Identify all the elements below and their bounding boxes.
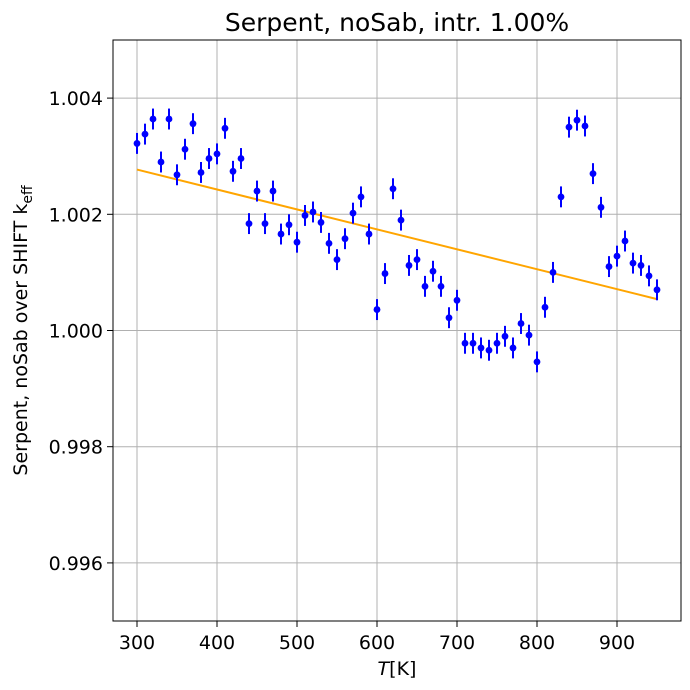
data-point [517,320,525,327]
y-axis-label-main: Serpent, noSab over SHIFT k [10,204,32,476]
data-point [373,306,381,313]
data-point [557,193,565,201]
data-point [325,239,333,247]
chart-title: Serpent, noSab, intr. 1.00% [225,8,569,37]
data-point [461,339,469,347]
data-point [445,314,453,322]
data-point [189,120,197,128]
data-point [589,170,597,178]
data-point [229,167,237,175]
fit-layer [136,168,658,301]
point-layer [133,108,661,373]
data-point [181,145,189,153]
data-point [533,358,541,366]
data-point [381,270,389,277]
data-point [621,237,629,245]
fit-line [136,168,658,301]
grid-layer [113,40,681,621]
data-point [405,262,413,269]
data-point [509,344,517,352]
x-tick-label: 800 [519,632,555,654]
data-point [173,171,181,179]
data-point [477,344,485,352]
data-point [653,286,661,294]
data-point [245,220,253,227]
data-point [133,140,141,147]
data-point [573,116,581,124]
data-point [253,187,261,195]
data-point [485,346,493,354]
data-point [277,230,285,238]
data-point [637,262,645,269]
x-tick-label: 500 [279,632,315,654]
data-point [437,282,445,290]
data-point [389,185,397,193]
data-point [629,259,637,267]
data-point [645,272,653,280]
data-point [429,267,437,275]
data-point [165,115,173,123]
y-tick-label: 0.998 [49,437,103,459]
x-tick-label: 300 [119,632,155,654]
y-axis-label: Serpent, noSab over SHIFT keff [10,185,36,476]
y-tick-label: 1.002 [49,204,103,226]
data-point [501,332,509,340]
x-tick-label: 700 [439,632,475,654]
x-tick-label: 400 [199,632,235,654]
data-point [469,339,477,347]
data-point [285,221,293,229]
x-tick-label: 600 [359,632,395,654]
data-point [549,269,557,276]
data-point [269,187,277,195]
data-point [541,303,549,311]
tick-layer: 300 400 500 600 700 800 900 0.996 0.998 1.000 1.00… [49,88,636,654]
data-point [493,339,501,347]
data-point [213,150,221,158]
x-tick-label: 900 [599,632,635,654]
data-point [357,193,365,201]
data-point [197,169,205,176]
x-axis-label: T[K] [378,658,417,680]
data-point [597,203,605,211]
data-point [581,122,589,130]
x-axis-label-var: T [378,658,391,680]
data-point [349,209,357,217]
data-point [317,219,325,226]
data-point [157,158,165,166]
y-tick-label: 1.000 [49,321,103,343]
data-point [413,256,421,264]
data-point [237,155,245,162]
data-point [365,230,373,238]
data-point [141,130,149,138]
data-point [333,256,341,264]
data-point [605,263,613,270]
data-point [149,115,157,123]
data-point [565,123,573,131]
data-point [341,235,349,243]
y-tick-label: 1.004 [49,88,103,110]
data-point [221,124,229,132]
data-point [613,252,621,260]
data-point [309,208,317,216]
data-point [397,216,405,224]
x-axis-label-unit: [K] [389,658,416,680]
data-point [205,155,213,162]
data-point [301,212,309,219]
data-point [261,220,269,227]
data-point [421,282,429,290]
data-point [453,296,461,304]
y-tick-label: 0.996 [49,553,103,575]
y-axis-label-sub: eff [20,185,36,204]
data-point [525,331,533,339]
data-point [293,238,301,246]
